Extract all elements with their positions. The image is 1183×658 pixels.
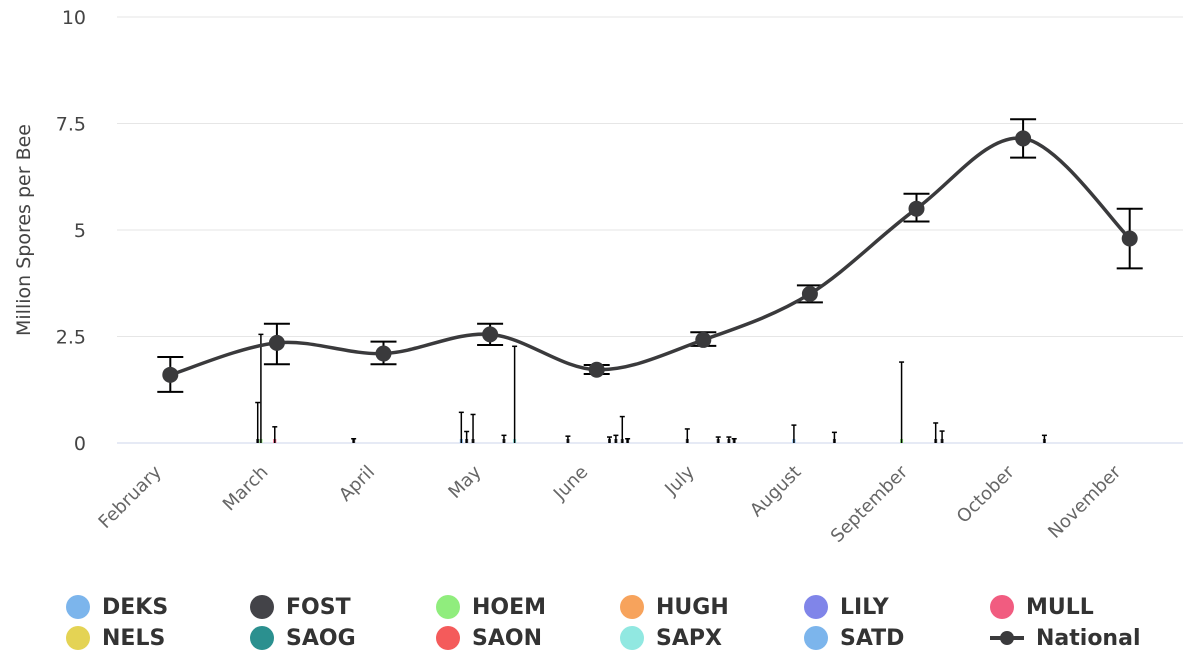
legend-item-hugh[interactable]: HUGH xyxy=(620,592,729,622)
national-point xyxy=(588,361,605,378)
legend-swatch xyxy=(436,595,460,619)
legend-label: FOST xyxy=(286,594,351,620)
national-series-points xyxy=(162,130,1138,383)
legend-item-lily[interactable]: LILY xyxy=(804,592,889,622)
x-tick-label: September xyxy=(827,461,913,547)
x-axis-ticks: February March April May June July August Septe… xyxy=(95,461,1126,547)
legend-label: SAPX xyxy=(656,625,722,651)
y-axis-label: Million Spores per Bee xyxy=(13,124,35,336)
y-tick-label: 10 xyxy=(62,7,86,29)
x-tick-label: March xyxy=(219,462,273,516)
legend-swatch xyxy=(804,595,828,619)
legend-item-satd[interactable]: SATD xyxy=(804,623,904,653)
x-tick-label: May xyxy=(444,461,485,502)
legend-label: SAOG xyxy=(286,625,356,651)
x-tick-label: April xyxy=(335,462,379,506)
national-point xyxy=(268,334,285,351)
national-series-line xyxy=(169,136,1131,377)
national-point xyxy=(1015,130,1032,147)
legend-swatch xyxy=(250,626,274,650)
x-tick-label: October xyxy=(953,461,1019,527)
legend-item-national[interactable]: National xyxy=(990,623,1140,653)
chart: 0 2.5 5 7.5 10 Million Spores per Bee Februa… xyxy=(13,7,1183,547)
legend-item-sapx[interactable]: SAPX xyxy=(620,623,722,653)
y-tick-label: 0 xyxy=(74,433,86,455)
legend-label: HOEM xyxy=(472,594,547,620)
national-point xyxy=(375,345,392,362)
legend-swatch xyxy=(990,595,1014,619)
national-error-bars xyxy=(157,118,1143,393)
y-tick-label: 5 xyxy=(74,220,86,242)
legend-swatch xyxy=(620,626,644,650)
legend-item-mull[interactable]: MULL xyxy=(990,592,1094,622)
legend-label: SAON xyxy=(472,625,542,651)
legend-item-nels[interactable]: NELS xyxy=(66,623,165,653)
site-error-bars xyxy=(255,333,1047,443)
legend-label: SATD xyxy=(840,625,905,651)
x-tick-label: August xyxy=(746,462,805,521)
national-point xyxy=(801,285,818,302)
legend-swatch xyxy=(250,595,274,619)
legend-item-saog[interactable]: SAOG xyxy=(250,623,356,653)
x-tick-label: November xyxy=(1044,461,1125,542)
legend-swatch xyxy=(66,626,90,650)
x-tick-label: February xyxy=(95,461,166,532)
national-point xyxy=(162,366,179,383)
x-tick-label: June xyxy=(549,462,592,505)
legend-label: HUGH xyxy=(656,594,729,620)
legend-label: LILY xyxy=(840,594,889,620)
grid-lines xyxy=(117,16,1183,337)
national-point xyxy=(695,331,712,348)
x-tick-label: July xyxy=(660,461,699,500)
legend-swatch xyxy=(620,595,644,619)
legend-label: DEKS xyxy=(102,594,169,620)
national-point xyxy=(908,200,925,217)
legend-label: National xyxy=(1036,625,1141,651)
y-tick-label: 7.5 xyxy=(56,114,86,136)
legend-line-marker xyxy=(990,626,1024,650)
y-axis-ticks: 0 2.5 5 7.5 10 xyxy=(56,7,86,455)
legend-item-saon[interactable]: SAON xyxy=(436,623,542,653)
legend-swatch xyxy=(804,626,828,650)
legend: DEKS FOST HOEM HUGH LILY MULL NELS SAOG SAON SAPX… xyxy=(0,592,1183,658)
y-tick-label: 2.5 xyxy=(56,327,86,349)
legend-swatch xyxy=(436,626,460,650)
legend-label: MULL xyxy=(1026,594,1094,620)
legend-item-fost[interactable]: FOST xyxy=(250,592,351,622)
national-point xyxy=(1121,230,1138,247)
legend-swatch xyxy=(66,595,90,619)
national-point xyxy=(482,326,499,343)
legend-item-hoem[interactable]: HOEM xyxy=(436,592,546,622)
legend-label: NELS xyxy=(102,625,166,651)
legend-item-deks[interactable]: DEKS xyxy=(66,592,168,622)
